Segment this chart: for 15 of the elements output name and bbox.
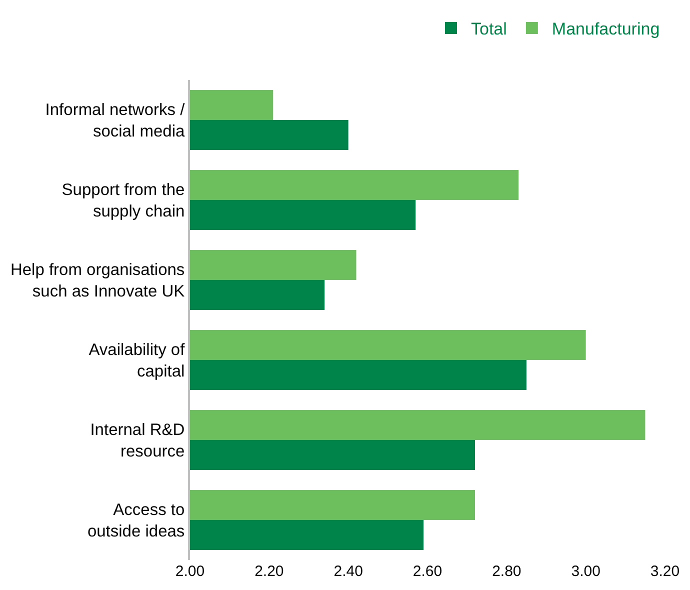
legend-label: Manufacturing: [552, 20, 660, 39]
x-tick-label: 2.40: [334, 563, 363, 580]
y-tick-label: Internal R&D resource: [90, 421, 185, 460]
y-tick-label: Support from the supply chain: [62, 181, 185, 220]
x-tick-label: 2.20: [254, 563, 284, 580]
x-tick-label: 3.20: [650, 563, 680, 580]
x-tick-label: 2.80: [492, 563, 522, 580]
y-tick-label: Help from organisations such as Innovate UK: [10, 261, 185, 300]
legend-label: Total: [471, 20, 507, 39]
x-tick-label: 2.60: [412, 563, 442, 580]
y-tick-label: Informal networks / social media: [45, 101, 186, 140]
y-tick-label: Availability of capital: [88, 341, 186, 380]
x-tick-label: 2.00: [175, 563, 205, 580]
x-tick-label: 3.00: [571, 563, 600, 580]
y-tick-label: Access to outside ideas: [87, 501, 185, 540]
